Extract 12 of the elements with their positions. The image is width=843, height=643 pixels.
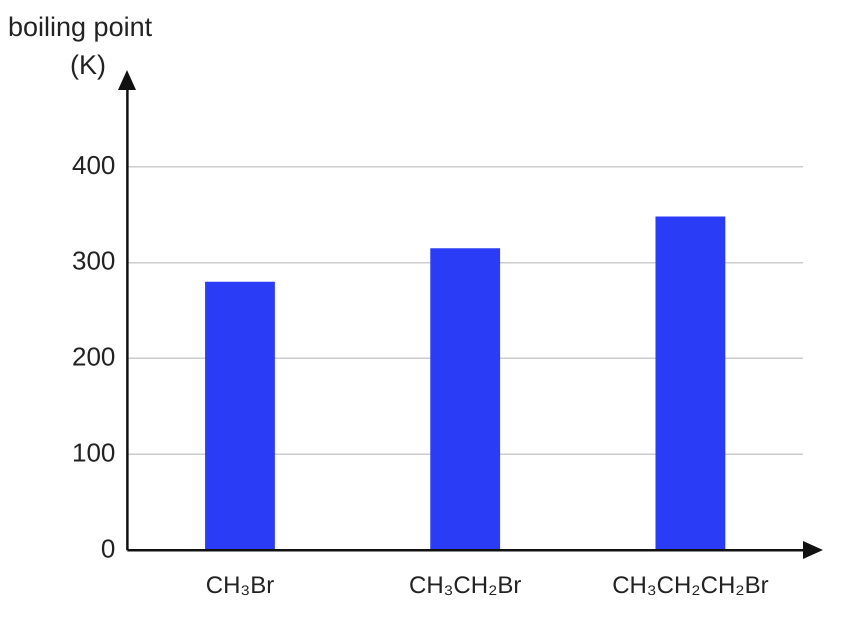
bar [430,248,500,550]
y-tick-label: 0 [100,533,116,564]
y-axis-title: boiling point (K) [8,11,154,82]
x-tick-label: CH₃CH₂Br [408,572,522,600]
y-tick-label: 200 [72,342,116,372]
y-tick-label: 100 [72,437,116,468]
x-tick-label: CH₃Br [206,572,274,600]
x-tick-label: CH₃CH₂CH₂Br [612,572,769,600]
bar [655,216,726,550]
y-tick-label: 300 [72,246,116,276]
y-tick-label: 400 [72,150,116,180]
bar [205,282,275,550]
